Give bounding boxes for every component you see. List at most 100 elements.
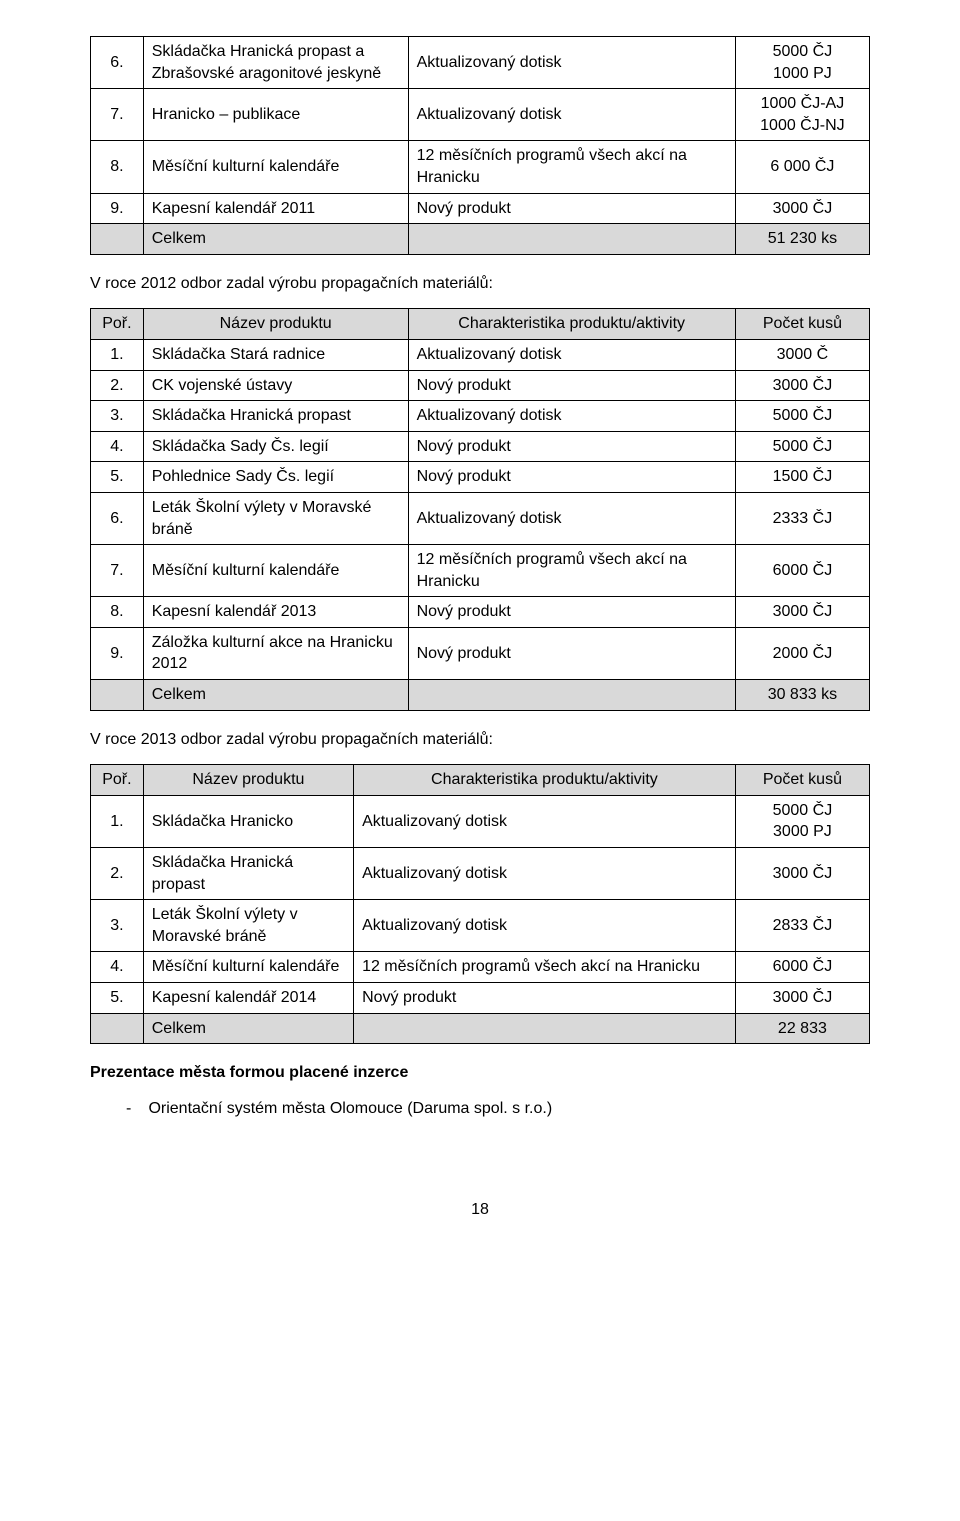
table-total-row: Celkem 51 230 ks [91, 224, 870, 255]
product-char: 12 měsíčních programů všech akcí na Hran… [408, 545, 735, 597]
row-number: 8. [91, 597, 144, 628]
product-char: 12 měsíčních programů všech akcí na Hran… [408, 141, 735, 193]
header-count: Počet kusů [735, 309, 869, 340]
product-count: 5000 ČJ3000 PJ [735, 795, 869, 847]
table-row: 5. Kapesní kalendář 2014 Nový produkt 30… [91, 983, 870, 1014]
row-number: 4. [91, 431, 144, 462]
product-count: 6 000 ČJ [735, 141, 869, 193]
page-number: 18 [90, 1199, 870, 1221]
product-char: Aktualizovaný dotisk [354, 795, 736, 847]
table-row: 9. Kapesní kalendář 2011 Nový produkt 30… [91, 193, 870, 224]
row-number: 3. [91, 900, 144, 952]
paragraph-2012: V roce 2012 odbor zadal výrobu propagačn… [90, 273, 870, 295]
product-name: Leták Školní výlety v Moravské bráně [143, 492, 408, 544]
product-name: Záložka kulturní akce na Hranicku 2012 [143, 627, 408, 679]
heading-presentation: Prezentace města formou placené inzerce [90, 1062, 870, 1084]
empty-cell [408, 680, 735, 711]
product-name: CK vojenské ústavy [143, 370, 408, 401]
header-name: Název produktu [143, 309, 408, 340]
product-char: Aktualizovaný dotisk [408, 492, 735, 544]
table-row: 1. Skládačka Stará radnice Aktualizovaný… [91, 339, 870, 370]
row-number: 6. [91, 492, 144, 544]
row-number: 3. [91, 401, 144, 432]
row-number: 2. [91, 848, 144, 900]
product-name: Měsíční kulturní kalendáře [143, 141, 408, 193]
product-count: 3000 ČJ [735, 983, 869, 1014]
product-count: 3000 ČJ [735, 597, 869, 628]
row-number: 1. [91, 795, 144, 847]
product-char: Aktualizovaný dotisk [354, 848, 736, 900]
header-num: Poř. [91, 765, 144, 796]
product-name: Skládačka Stará radnice [143, 339, 408, 370]
table-row: 2. Skládačka Hranická propast Aktualizov… [91, 848, 870, 900]
product-count: 6000 ČJ [735, 545, 869, 597]
bullet-item: - Orientační systém města Olomouce (Daru… [126, 1098, 870, 1120]
total-label: Celkem [143, 680, 408, 711]
product-count: 1000 ČJ-AJ1000 ČJ-NJ [735, 89, 869, 141]
product-name: Skládačka Hranická propast a Zbrašovské … [143, 37, 408, 89]
product-count: 2833 ČJ [735, 900, 869, 952]
table-row: 5. Pohlednice Sady Čs. legií Nový produk… [91, 462, 870, 493]
product-count: 3000 ČJ [735, 848, 869, 900]
product-name: Skládačka Hranická propast [143, 848, 353, 900]
product-count: 5000 ČJ1000 PJ [735, 37, 869, 89]
product-name: Kapesní kalendář 2014 [143, 983, 353, 1014]
product-count: 3000 Č [735, 339, 869, 370]
product-char: Aktualizovaný dotisk [354, 900, 736, 952]
header-char: Charakteristika produktu/aktivity [408, 309, 735, 340]
row-number: 2. [91, 370, 144, 401]
total-value: 22 833 [735, 1013, 869, 1044]
product-count: 5000 ČJ [735, 401, 869, 432]
product-char: Aktualizovaný dotisk [408, 339, 735, 370]
empty-cell [91, 224, 144, 255]
empty-cell [408, 224, 735, 255]
product-name: Pohlednice Sady Čs. legií [143, 462, 408, 493]
product-name: Skládačka Hranická propast [143, 401, 408, 432]
product-char: 12 měsíčních programů všech akcí na Hran… [354, 952, 736, 983]
product-char: Aktualizovaný dotisk [408, 37, 735, 89]
table-continuation: 6. Skládačka Hranická propast a Zbrašovs… [90, 36, 870, 255]
table-row: 7. Měsíční kulturní kalendáře 12 měsíční… [91, 545, 870, 597]
table-header-row: Poř. Název produktu Charakteristika prod… [91, 309, 870, 340]
product-count: 2333 ČJ [735, 492, 869, 544]
table-row: 9. Záložka kulturní akce na Hranicku 201… [91, 627, 870, 679]
product-count: 6000 ČJ [735, 952, 869, 983]
table-header-row: Poř. Název produktu Charakteristika prod… [91, 765, 870, 796]
product-char: Nový produkt [408, 627, 735, 679]
product-count: 5000 ČJ [735, 431, 869, 462]
product-char: Nový produkt [408, 370, 735, 401]
total-label: Celkem [143, 1013, 353, 1044]
table-row: 1. Skládačka Hranicko Aktualizovaný doti… [91, 795, 870, 847]
product-name: Leták Školní výlety v Moravské bráně [143, 900, 353, 952]
table-2013: Poř. Název produktu Charakteristika prod… [90, 764, 870, 1044]
row-number: 9. [91, 627, 144, 679]
table-row: 2. CK vojenské ústavy Nový produkt 3000 … [91, 370, 870, 401]
product-char: Nový produkt [408, 462, 735, 493]
table-total-row: Celkem 30 833 ks [91, 680, 870, 711]
table-row: 6. Skládačka Hranická propast a Zbrašovs… [91, 37, 870, 89]
header-name: Název produktu [143, 765, 353, 796]
product-count: 3000 ČJ [735, 193, 869, 224]
table-row: 7. Hranicko – publikace Aktualizovaný do… [91, 89, 870, 141]
empty-cell [91, 1013, 144, 1044]
table-row: 3. Skládačka Hranická propast Aktualizov… [91, 401, 870, 432]
row-number: 5. [91, 462, 144, 493]
table-row: 8. Měsíční kulturní kalendáře 12 měsíční… [91, 141, 870, 193]
row-number: 9. [91, 193, 144, 224]
header-num: Poř. [91, 309, 144, 340]
product-char: Aktualizovaný dotisk [408, 401, 735, 432]
product-count: 3000 ČJ [735, 370, 869, 401]
product-count: 2000 ČJ [735, 627, 869, 679]
row-number: 7. [91, 89, 144, 141]
row-number: 5. [91, 983, 144, 1014]
product-count: 1500 ČJ [735, 462, 869, 493]
product-name: Kapesní kalendář 2011 [143, 193, 408, 224]
empty-cell [91, 680, 144, 711]
product-name: Měsíční kulturní kalendáře [143, 952, 353, 983]
table-row: 6. Leták Školní výlety v Moravské bráně … [91, 492, 870, 544]
dash-icon: - [126, 1098, 144, 1120]
table-row: 8. Kapesní kalendář 2013 Nový produkt 30… [91, 597, 870, 628]
product-name: Měsíční kulturní kalendáře [143, 545, 408, 597]
product-char: Nový produkt [408, 597, 735, 628]
table-2012: Poř. Název produktu Charakteristika prod… [90, 308, 870, 710]
